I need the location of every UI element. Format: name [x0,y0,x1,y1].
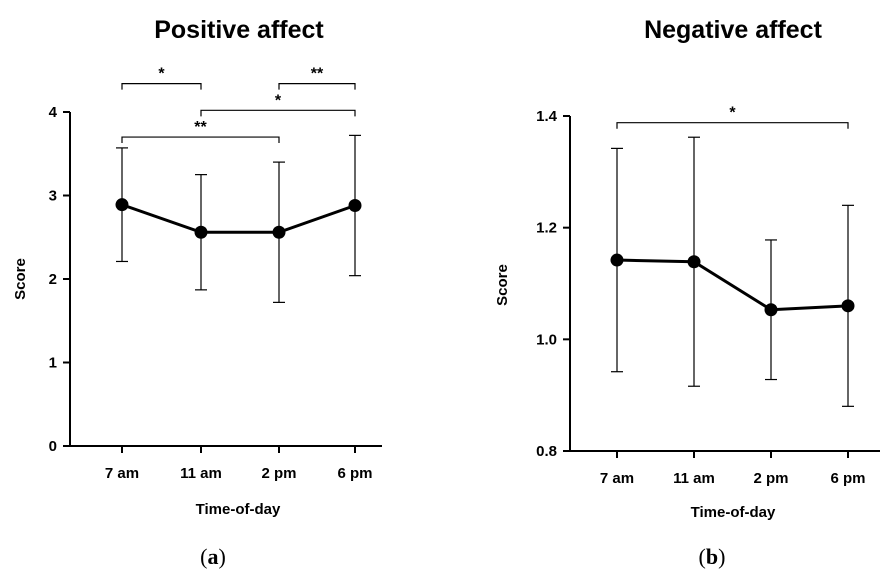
data-point [841,299,855,313]
significance-label: * [158,66,165,83]
y-ticks-b: 0.8 1.0 1.2 1.4 [536,108,570,460]
y-tick-label: 0.8 [536,443,557,460]
axes-a [69,112,382,447]
error-bars-b [611,136,854,407]
series-line [121,203,356,234]
significance-brackets-a: * ***** [121,66,356,144]
x-tick-label: 6 pm [337,465,372,482]
x-tick-label: 11 am [673,470,715,487]
y-axis-label-a: Score [12,258,29,300]
y-tick-label: 0 [49,438,57,455]
significance-label: ** [194,119,207,136]
data-point [764,303,778,317]
series-b [610,253,855,317]
significance-label: * [275,92,282,109]
x-axis-label-b: Time-of-day [691,504,776,521]
series-line [616,258,849,312]
significance-brackets-b: * [616,105,849,129]
chart-title-a: Positive affect [154,16,324,44]
chart-panel-b: Negative affect * 0.8 1.0 1.2 1.4 7 am 11 am… [494,16,880,569]
significance-bracket: * [200,92,356,117]
y-tick-label: 1.4 [536,108,558,125]
y-tick-label: 1.0 [536,331,557,348]
significance-bracket: ** [278,66,356,90]
x-tick-label: 2 pm [261,465,296,482]
series-a [115,198,362,239]
data-point [115,198,129,212]
x-tick-label: 2 pm [753,470,788,487]
data-point [194,225,208,239]
axes-b [569,116,880,452]
significance-bracket: * [616,105,849,129]
significance-label: ** [311,66,324,83]
y-tick-label: 1.2 [536,220,557,237]
x-tick-label: 11 am [180,465,222,482]
y-tick-label: 4 [49,104,58,121]
data-point [272,225,286,239]
y-tick-label: 2 [49,271,57,288]
significance-bracket: ** [121,119,280,144]
y-tick-label: 1 [49,355,57,372]
data-point [348,199,362,213]
chart-title-b: Negative affect [644,16,823,44]
panel-label-b: (b) [699,544,726,569]
significance-label: * [729,105,736,122]
x-axis-label-a: Time-of-day [196,501,281,518]
significance-bracket: * [121,66,202,90]
error-bars-a [116,134,361,303]
panel-label-a: (a) [200,544,226,569]
y-tick-label: 3 [49,188,57,205]
x-tick-label: 7 am [105,465,139,482]
x-ticks-b: 7 am 11 am 2 pm 6 pm [600,451,866,487]
y-ticks-a: 0 1 2 3 4 [49,104,70,455]
data-point [687,255,701,269]
y-axis-label-b: Score [494,264,511,306]
x-tick-label: 7 am [600,470,634,487]
x-ticks-a: 7 am 11 am 2 pm 6 pm [105,446,373,482]
data-point [610,253,624,267]
x-tick-label: 6 pm [830,470,865,487]
